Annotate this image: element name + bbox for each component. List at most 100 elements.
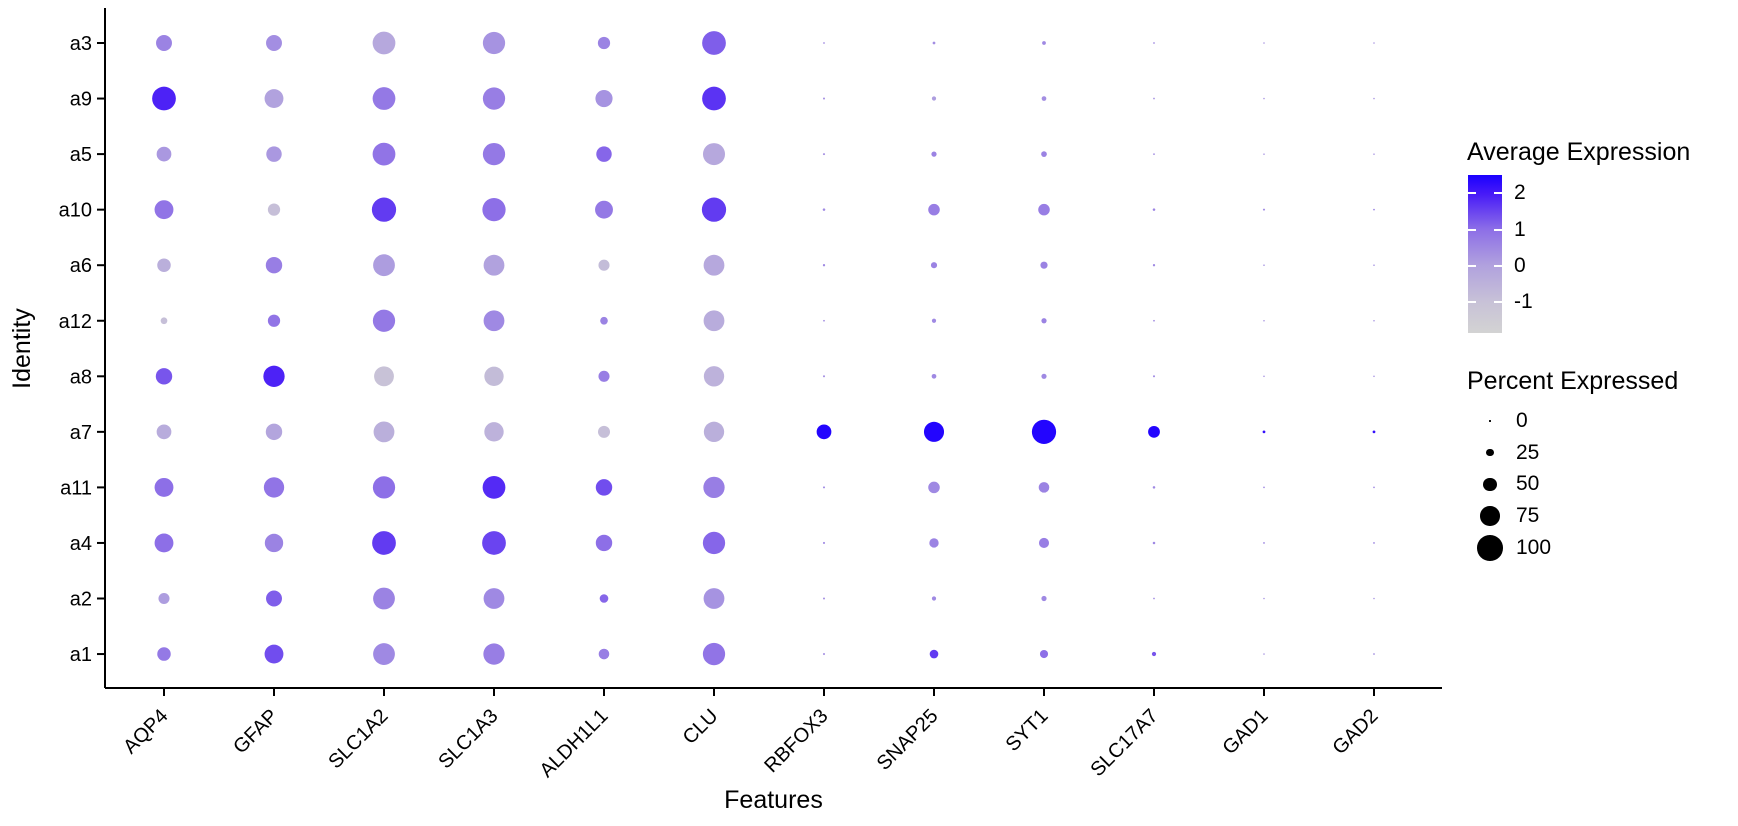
y-tick-label: a12 <box>59 311 92 333</box>
avg-expression-legend-title: Average Expression <box>1467 138 1691 166</box>
x-tick-label: SLC17A7 <box>1086 705 1162 781</box>
expression-dot <box>1041 595 1047 602</box>
expression-dot <box>822 153 826 156</box>
expression-dot <box>595 200 613 219</box>
expression-dot <box>930 262 938 269</box>
expression-dot <box>267 203 281 216</box>
x-tick-label: GAD1 <box>1218 705 1272 759</box>
colorbar-tick-label: -1 <box>1514 290 1533 314</box>
size-legend-dot <box>1483 477 1497 492</box>
x-tick-label: CLU <box>679 705 723 749</box>
expression-dot <box>701 197 727 222</box>
expression-dot <box>482 476 506 499</box>
x-tick-label: GFAP <box>229 705 282 758</box>
colorbar-tick-label: 0 <box>1514 254 1526 277</box>
expression-dot <box>1373 653 1375 655</box>
expression-dot <box>263 477 285 498</box>
size-legend-dot <box>1480 506 1500 526</box>
expression-dot <box>264 644 284 664</box>
expression-dot <box>931 596 937 601</box>
y-tick-label: a3 <box>70 33 92 55</box>
expression-dot <box>1153 153 1155 155</box>
expression-dot <box>1263 597 1265 600</box>
expression-dot <box>157 258 171 272</box>
expression-dot <box>931 373 937 379</box>
expression-dot <box>1042 41 1046 45</box>
size-legend-label: 50 <box>1516 472 1540 496</box>
expression-dot <box>266 146 282 162</box>
expression-dot <box>157 647 171 661</box>
expression-dot <box>266 35 282 51</box>
expression-dot <box>1038 482 1050 493</box>
colorbar-tick-mark <box>1468 265 1476 267</box>
expression-dot <box>1372 430 1376 434</box>
expression-dot <box>1148 425 1160 438</box>
expression-dot <box>482 531 506 555</box>
expression-dot <box>1373 542 1375 544</box>
expression-dot <box>154 533 174 553</box>
expression-dot <box>372 142 396 166</box>
expression-dot <box>598 648 610 660</box>
expression-dot <box>1152 208 1156 211</box>
x-tick-label: SNAP25 <box>873 705 943 775</box>
expression-dot <box>483 643 505 665</box>
expression-dot <box>372 31 396 55</box>
expression-dot <box>703 421 725 443</box>
colorbar-tick-mark <box>1468 192 1476 195</box>
y-tick-label: a10 <box>59 200 92 222</box>
expression-dot <box>1373 375 1375 378</box>
expression-dot <box>702 642 726 666</box>
expression-dot <box>702 86 726 111</box>
y-tick-label: a5 <box>70 144 92 166</box>
expression-dot <box>1373 319 1375 322</box>
expression-dot <box>1373 486 1375 489</box>
expression-dot <box>702 143 726 166</box>
expression-dot <box>155 368 173 385</box>
y-axis-title: Identity <box>8 308 36 389</box>
expression-dot <box>597 36 611 50</box>
expression-dot <box>929 538 939 548</box>
x-axis-title: Features <box>724 786 823 814</box>
expression-dot <box>160 317 168 325</box>
expression-dot <box>1038 203 1050 216</box>
colorbar-tick-mark <box>1494 301 1502 304</box>
expression-dot <box>483 310 505 332</box>
expression-dot <box>1262 208 1266 211</box>
expression-dot <box>1263 153 1265 155</box>
expression-dot <box>267 314 281 327</box>
expression-dot <box>931 96 937 101</box>
expression-dot <box>1038 537 1050 548</box>
expression-dot <box>929 649 939 659</box>
size-legend-dot <box>1489 420 1491 422</box>
expression-dot <box>1031 419 1057 444</box>
expression-dot <box>600 316 608 325</box>
expression-dot <box>1373 97 1375 100</box>
expression-dot <box>1040 261 1048 269</box>
expression-dot <box>1152 486 1156 489</box>
expression-dot <box>373 643 395 665</box>
expression-dot <box>923 421 945 442</box>
expression-dot <box>265 423 283 441</box>
expression-dot <box>1373 597 1375 600</box>
expression-dot <box>1041 373 1047 379</box>
x-tick-label: SLC1A3 <box>434 705 502 773</box>
expression-dot <box>374 366 394 387</box>
expression-dot <box>483 254 505 276</box>
size-legend-label: 100 <box>1516 535 1552 559</box>
expression-dot <box>703 366 725 387</box>
expression-dot <box>265 256 283 274</box>
expression-dot <box>823 42 825 44</box>
expression-dot <box>928 203 940 216</box>
size-legend-label: 0 <box>1516 409 1528 432</box>
expression-dot <box>152 86 176 111</box>
y-tick-label: a4 <box>70 533 92 555</box>
expression-dot <box>483 588 505 609</box>
expression-dot <box>373 587 395 610</box>
expression-dot <box>822 208 826 211</box>
expression-dot <box>822 375 826 378</box>
expression-dot <box>822 97 826 100</box>
expression-dot <box>266 590 282 607</box>
expression-dot <box>371 197 397 222</box>
expression-dot <box>1152 375 1156 378</box>
